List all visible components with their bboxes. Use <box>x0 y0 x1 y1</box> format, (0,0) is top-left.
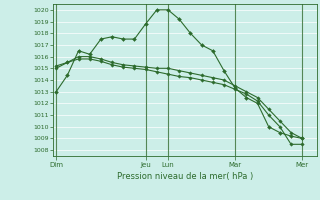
X-axis label: Pression niveau de la mer( hPa ): Pression niveau de la mer( hPa ) <box>117 172 253 181</box>
